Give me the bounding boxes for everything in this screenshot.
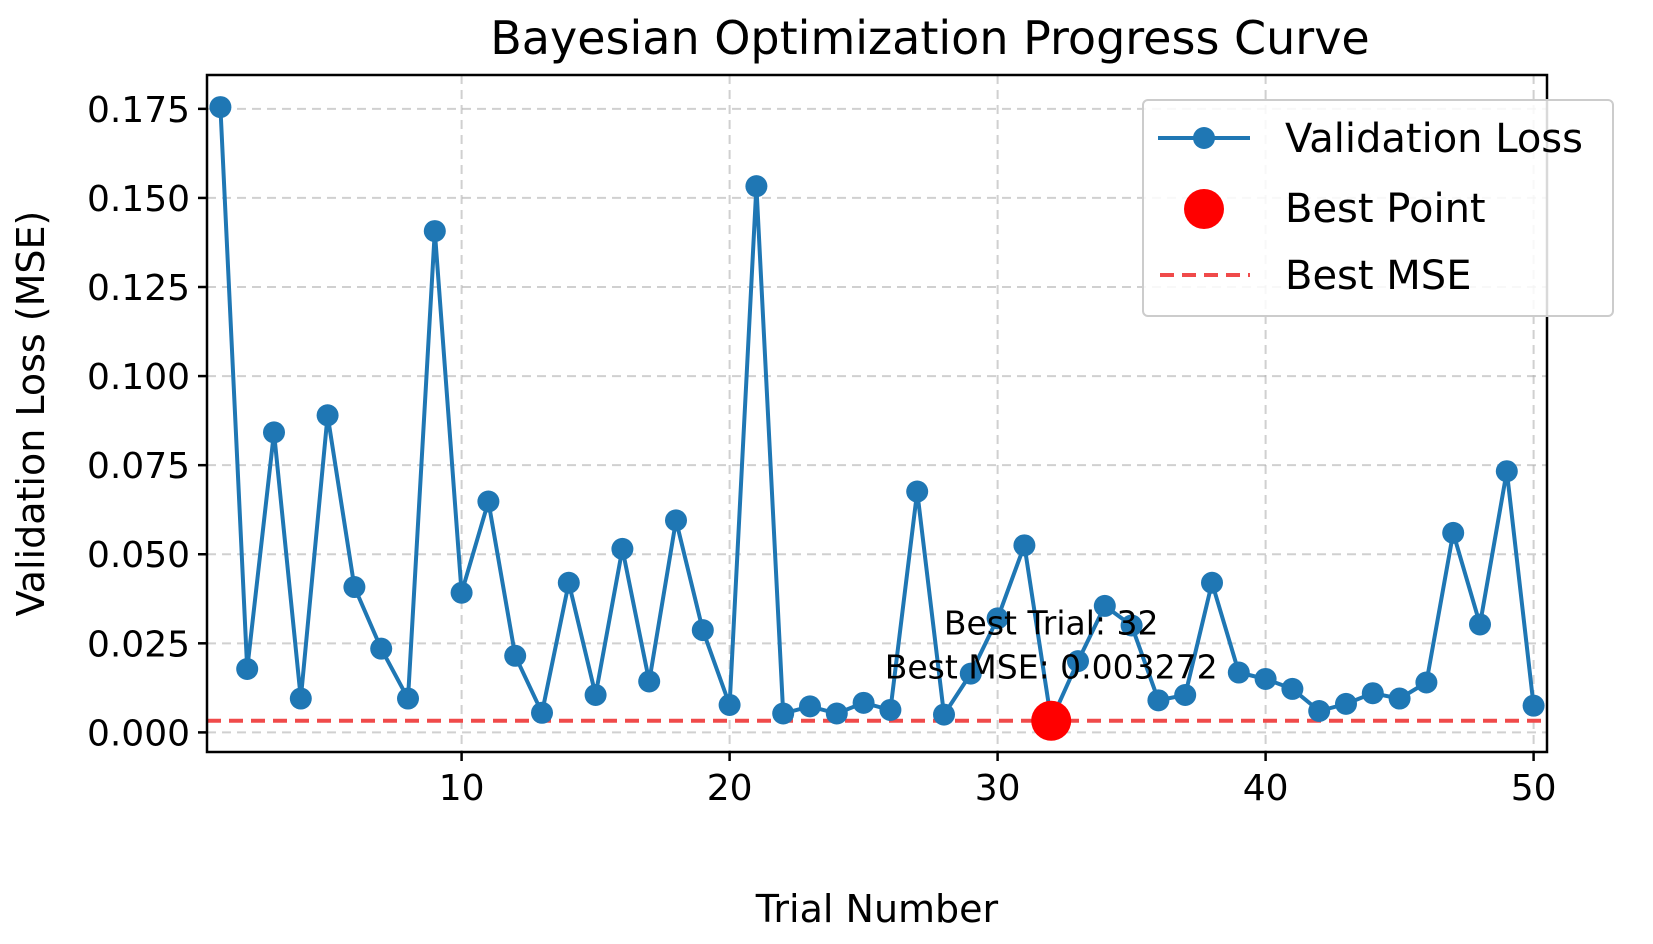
validation-loss-point [638,670,661,693]
validation-loss-point [1227,661,1250,684]
validation-loss-point [584,683,607,706]
validation-loss-point [611,537,634,560]
validation-loss-point [691,619,714,642]
validation-loss-point [906,480,929,503]
validation-loss-point [1442,521,1465,544]
y-tick-label: 0.125 [87,268,190,309]
x-tick-label: 20 [707,768,753,809]
y-tick-label: 0.000 [87,713,190,754]
validation-loss-point [1388,687,1411,710]
validation-loss-point [718,693,741,716]
validation-loss-point [799,695,821,718]
validation-loss-point [1522,694,1545,717]
validation-loss-point [852,691,875,714]
validation-loss-point [423,220,446,243]
legend: Validation Loss Best Point Best MSE [1142,99,1614,317]
validation-loss-point [1093,594,1116,617]
y-tick-label: 0.150 [87,179,190,220]
validation-loss-point [1495,460,1518,483]
annotation-best-trial: Best Trial: 32 [944,604,1159,643]
validation-loss-point [745,175,768,198]
plot-frame [205,73,1549,754]
validation-loss-point [209,96,232,119]
annotation-best-mse: Best MSE: 0.003272 [885,648,1218,687]
x-tick-label: 30 [975,768,1021,809]
validation-loss-point [557,571,580,594]
validation-loss-point [316,404,339,427]
y-tick-label: 0.075 [87,446,190,487]
validation-loss-point [825,702,848,725]
validation-loss-point [959,662,982,685]
validation-loss-point [1415,671,1438,694]
validation-loss-point [665,509,687,532]
validation-loss-point [343,576,366,599]
x-tick-label: 50 [1511,768,1557,809]
y-tick-label: 0.025 [87,624,190,665]
validation-loss-point [450,581,473,604]
y-tick-label: 0.050 [87,535,190,576]
legend-swatch-best-point [1184,189,1224,229]
validation-loss-point [289,687,312,710]
validation-loss-point [504,644,527,667]
validation-loss-point [1120,614,1143,637]
validation-loss-point [1469,613,1491,636]
validation-loss-point [531,701,553,724]
validation-loss-point [879,698,902,721]
validation-loss-point [1201,571,1223,594]
legend-label-validation-loss: Validation Loss [1285,116,1583,162]
x-tick-label: 10 [439,768,485,809]
validation-loss-point [370,637,393,660]
validation-loss-point [477,490,500,513]
best-point-marker [1031,700,1072,741]
y-tick-label: 0.100 [87,357,190,398]
validation-loss-point [397,687,419,710]
validation-loss-point [263,421,285,444]
validation-loss-point [1361,682,1384,705]
annotation-layer: Best Trial: 32 Best MSE: 0.003272 [885,604,1218,687]
legend-swatch-validation-loss-marker [1193,127,1215,149]
best-point-layer [1031,700,1072,741]
validation-loss-point [1281,677,1304,700]
y-axis-label: Validation Loss (MSE) [9,211,53,617]
validation-loss-point [236,657,259,680]
validation-loss-point [772,702,795,725]
y-tick-label: 0.175 [87,90,190,131]
validation-loss-point [1254,667,1277,690]
x-tick-label: 40 [1243,768,1289,809]
validation-loss-point [1335,692,1357,715]
legend-label-best-mse: Best MSE [1285,253,1471,299]
validation-loss-point [933,703,955,726]
axis-ticks: 10 20 30 40 50 0.000 0.025 0.050 0.075 0.100 0.125… [87,90,1557,809]
chart-title: Bayesian Optimization Progress Curve [490,11,1370,65]
x-axis-label: Trial Number [755,887,999,931]
validation-loss-point [1308,700,1331,723]
validation-loss-point [1067,650,1089,673]
validation-loss-point [1147,689,1170,712]
validation-loss-point [1013,534,1036,557]
validation-loss-point [1174,683,1197,706]
legend-label-best-point: Best Point [1285,186,1486,232]
legend-box [1142,99,1614,317]
validation-loss-point [986,607,1009,630]
